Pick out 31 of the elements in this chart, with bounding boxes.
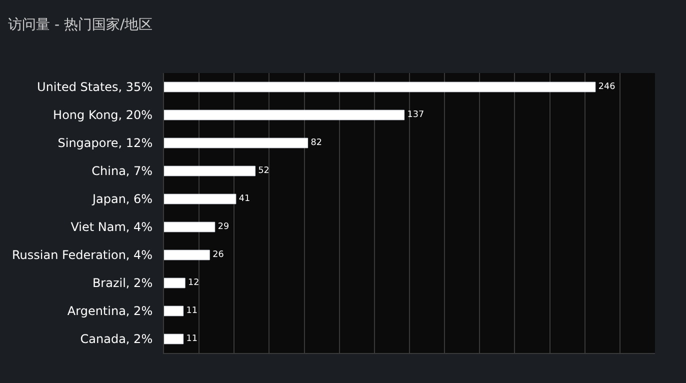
y-tick-label: China, 7% — [92, 164, 153, 178]
data-label: 82 — [310, 138, 322, 148]
data-label: 52 — [258, 166, 270, 176]
bar — [164, 110, 404, 120]
bar — [164, 222, 216, 232]
y-tick-label: Argentina, 2% — [67, 304, 153, 318]
y-tick-label: Russian Federation, 4% — [12, 248, 153, 262]
data-label: 246 — [598, 82, 616, 92]
data-label: 137 — [407, 110, 424, 120]
data-label: 11 — [186, 334, 198, 344]
data-label: 11 — [186, 306, 198, 316]
bar — [164, 278, 186, 288]
data-label: 29 — [218, 222, 230, 232]
y-tick-label: Hong Kong, 20% — [53, 108, 153, 122]
data-label: 12 — [188, 278, 200, 288]
y-tick-label: Brazil, 2% — [92, 276, 153, 290]
bar — [164, 138, 308, 148]
bar — [164, 306, 184, 316]
bar — [164, 166, 256, 176]
bar — [164, 82, 596, 92]
data-label: 26 — [212, 250, 224, 260]
bar — [164, 250, 210, 260]
y-tick-label: United States, 35% — [37, 80, 153, 94]
y-tick-label: Singapore, 12% — [58, 136, 153, 150]
y-tick-label: Canada, 2% — [80, 332, 153, 346]
chart-title: 访问量 - 热门国家/地区 — [8, 16, 153, 33]
y-tick-label: Viet Nam, 4% — [70, 220, 153, 234]
bar — [164, 334, 184, 344]
data-label: 41 — [238, 194, 250, 204]
bar — [164, 194, 236, 204]
y-tick-label: Japan, 6% — [91, 192, 153, 206]
